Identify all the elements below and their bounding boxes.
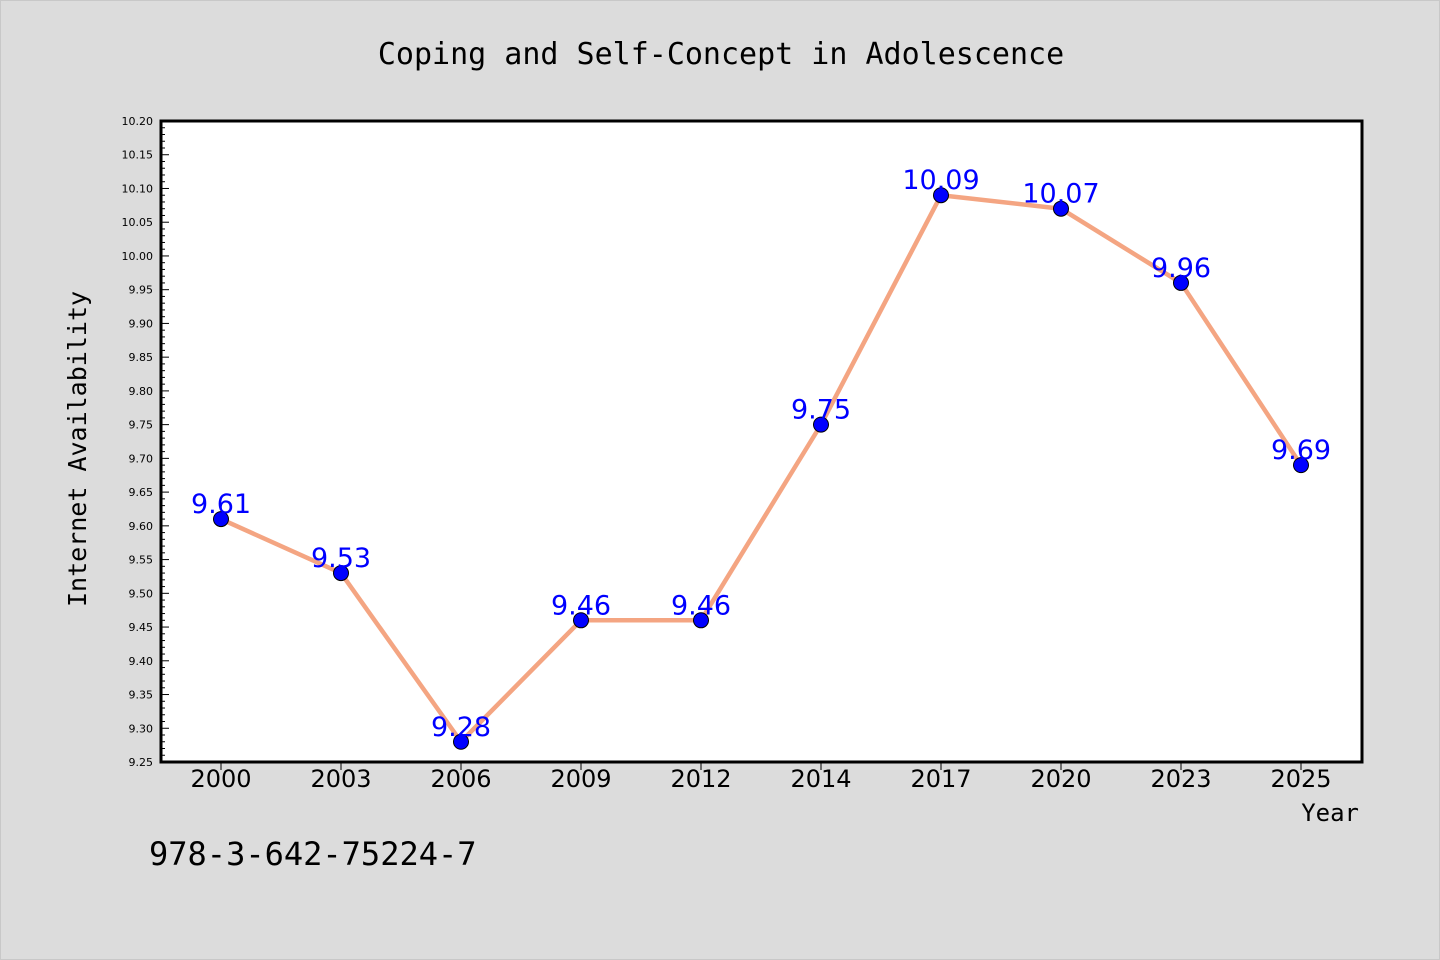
x-tick-label: 2020 [1030, 765, 1091, 793]
series-layer: 9.61 9.53 9.28 9.46 9.46 9.75 10.09 10.07 9.96 9.… [191, 165, 1331, 750]
x-tick-label: 2000 [190, 765, 251, 793]
data-point [573, 612, 589, 629]
data-label: 9.61 [191, 489, 251, 520]
x-tick-label: 2012 [670, 765, 731, 793]
data-label: 9.53 [311, 543, 371, 574]
y-tick-label: 9.75 [129, 419, 154, 432]
data-point [213, 511, 229, 528]
y-tick-label: 9.35 [129, 689, 154, 702]
x-tick-label: 2009 [550, 765, 611, 793]
y-tick-label: 10.20 [122, 115, 154, 128]
y-tick-label: 9.95 [129, 284, 154, 297]
x-axis-label: Year [1301, 799, 1359, 827]
data-label: 9.96 [1151, 253, 1211, 284]
y-axis-label: Internet Availability [63, 291, 92, 607]
data-point [333, 565, 349, 582]
data-label: 9.46 [551, 590, 611, 621]
y-tick-label: 9.65 [129, 486, 154, 499]
y-tick-label: 10.15 [122, 149, 154, 162]
y-tick-label: 9.90 [129, 317, 154, 330]
data-label: 10.07 [1022, 179, 1099, 210]
x-tick-label: 2017 [910, 765, 971, 793]
x-tick-label: 2014 [790, 765, 851, 793]
y-axis-ticks: 9.25 9.30 9.35 9.40 9.45 9.50 9.55 9.60 9.65 9.70… [122, 115, 169, 769]
plot-area [159, 119, 1364, 764]
data-point [453, 733, 469, 750]
y-tick-label: 10.10 [122, 182, 154, 195]
data-point [693, 612, 709, 629]
y-tick-label: 9.25 [129, 756, 154, 769]
y-tick-label: 9.45 [129, 621, 154, 634]
data-label: 9.75 [791, 395, 851, 426]
y-tick-label: 9.60 [129, 520, 154, 533]
data-point [1053, 200, 1069, 217]
y-tick-label: 9.30 [129, 722, 154, 735]
y-tick-label: 9.70 [129, 452, 154, 465]
isbn-text: 978-3-642-75224-7 [149, 835, 477, 873]
x-axis-ticks: 2000 2003 2006 2009 2012 2014 2017 2020 2023 2025 [190, 762, 1332, 793]
y-tick-label: 10.00 [122, 250, 154, 263]
y-tick-label: 9.40 [129, 655, 154, 668]
y-tick-label: 9.55 [129, 554, 154, 567]
y-tick-label: 9.80 [129, 385, 154, 398]
data-point [933, 187, 949, 204]
x-tick-label: 2025 [1270, 765, 1331, 793]
data-label: 10.09 [902, 165, 979, 196]
series-line [220, 192, 1303, 745]
data-point [1173, 274, 1189, 291]
data-label: 9.28 [431, 712, 491, 743]
y-tick-label: 9.50 [129, 587, 154, 600]
data-point [813, 416, 829, 433]
x-tick-label: 2006 [430, 765, 491, 793]
chart-title: Coping and Self-Concept in Adolescence [378, 37, 1064, 72]
data-label: 9.69 [1271, 435, 1331, 466]
y-tick-label: 9.85 [129, 351, 154, 364]
x-tick-label: 2023 [1150, 765, 1211, 793]
x-tick-label: 2003 [310, 765, 371, 793]
data-label: 9.46 [671, 590, 731, 621]
data-point [1293, 457, 1309, 474]
y-tick-label: 10.05 [122, 216, 154, 229]
